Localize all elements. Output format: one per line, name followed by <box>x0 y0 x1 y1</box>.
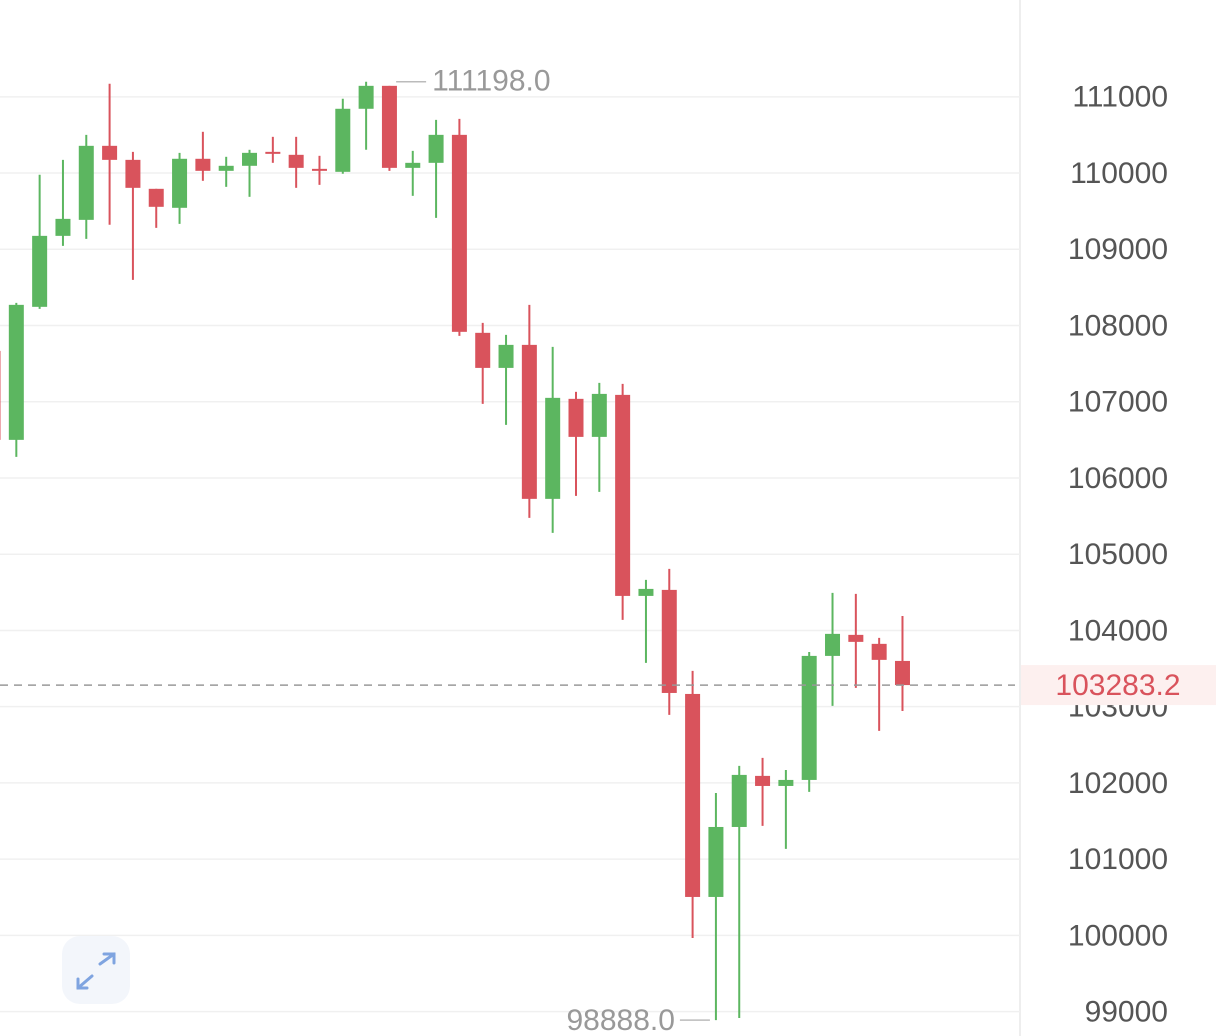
y-tick-label: 111000 <box>1072 81 1168 114</box>
annotation-label: 111198.0 <box>432 65 550 98</box>
candle-body <box>242 152 258 166</box>
candle-body <box>545 397 561 499</box>
candle-body <box>195 158 211 171</box>
candle-body <box>451 134 467 332</box>
candle-body <box>288 154 304 168</box>
last-price-box <box>1021 665 1216 706</box>
candle-body <box>661 589 677 693</box>
candle-body <box>498 344 514 368</box>
y-tick-label: 102000 <box>1068 767 1168 800</box>
y-tick-label: 110000 <box>1070 157 1168 190</box>
candle-body <box>755 775 771 786</box>
candle-body <box>125 159 141 188</box>
candle-body <box>55 218 71 236</box>
candle-body <box>32 235 48 307</box>
candle-body <box>638 588 654 596</box>
candle-body <box>685 693 701 897</box>
candle-body <box>428 134 444 163</box>
candle-body <box>381 85 397 168</box>
candle-body <box>615 394 631 596</box>
annotation-label: 98888.0 <box>566 1004 674 1036</box>
candle-body <box>778 779 794 786</box>
candle-body <box>894 660 910 686</box>
y-tick-label: 105000 <box>1068 538 1168 571</box>
expand-button[interactable] <box>62 936 130 1004</box>
candle-body <box>871 643 887 660</box>
candle-body <box>475 332 491 368</box>
candle-body <box>0 350 1 440</box>
candle-body <box>311 168 327 171</box>
expand-icon[interactable] <box>76 952 116 990</box>
candle-body <box>591 393 607 437</box>
candle-body <box>102 145 118 160</box>
candle-body <box>8 304 24 440</box>
y-tick-label: 104000 <box>1068 614 1168 647</box>
candle-body <box>335 108 351 172</box>
candle-body <box>358 85 374 109</box>
candle-body <box>405 162 421 168</box>
y-tick-label: 107000 <box>1068 386 1168 419</box>
candle-body <box>731 774 747 827</box>
y-tick-label: 106000 <box>1068 462 1168 495</box>
candle-body <box>568 398 584 437</box>
candle-body <box>708 826 724 897</box>
candle-body <box>78 145 94 220</box>
candle-body <box>521 344 537 499</box>
candle-body <box>172 158 188 208</box>
candle-body <box>848 634 864 642</box>
y-tick-label: 108000 <box>1068 309 1168 342</box>
candle-body <box>825 633 841 656</box>
candle-body <box>801 655 817 780</box>
expand-button-bg[interactable] <box>62 936 130 1004</box>
y-tick-label: 101000 <box>1068 843 1168 876</box>
candle-body <box>265 151 281 154</box>
y-tick-label: 99000 <box>1085 996 1168 1029</box>
candle-body <box>218 165 234 171</box>
last-price-label: 103283.2 <box>1055 669 1180 702</box>
y-tick-label: 100000 <box>1068 919 1168 952</box>
candle-body <box>148 188 164 207</box>
y-tick-label: 109000 <box>1068 233 1168 266</box>
